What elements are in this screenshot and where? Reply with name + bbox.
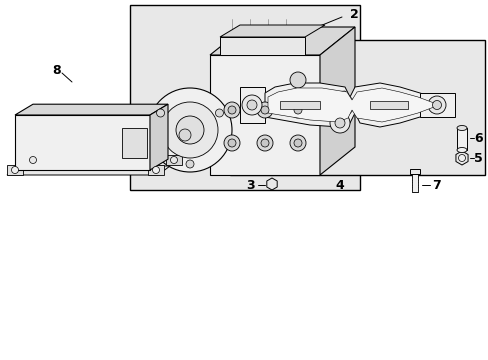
Circle shape bbox=[257, 102, 272, 118]
Circle shape bbox=[261, 106, 268, 114]
Circle shape bbox=[289, 72, 305, 88]
Polygon shape bbox=[264, 83, 439, 127]
Circle shape bbox=[257, 135, 272, 151]
Text: 1: 1 bbox=[103, 105, 112, 118]
Circle shape bbox=[227, 106, 236, 114]
Polygon shape bbox=[319, 27, 354, 175]
Circle shape bbox=[148, 88, 231, 172]
Bar bbox=[25, 155, 41, 165]
Polygon shape bbox=[267, 88, 433, 122]
Text: 7: 7 bbox=[431, 179, 440, 192]
Polygon shape bbox=[274, 91, 354, 119]
Circle shape bbox=[242, 95, 262, 115]
Polygon shape bbox=[266, 178, 277, 190]
Bar bbox=[122, 128, 147, 158]
Polygon shape bbox=[7, 166, 170, 175]
Circle shape bbox=[289, 135, 305, 151]
Circle shape bbox=[427, 96, 445, 114]
Bar bbox=[268, 152, 274, 174]
Polygon shape bbox=[240, 87, 264, 123]
Polygon shape bbox=[15, 104, 168, 115]
Circle shape bbox=[289, 102, 305, 118]
Circle shape bbox=[156, 109, 164, 117]
Text: 4: 4 bbox=[335, 179, 344, 192]
Polygon shape bbox=[455, 151, 467, 165]
Bar bbox=[411, 174, 417, 192]
Bar bbox=[369, 101, 407, 109]
Circle shape bbox=[162, 102, 218, 158]
Polygon shape bbox=[150, 104, 168, 170]
Bar bbox=[7, 165, 23, 175]
Text: 3: 3 bbox=[246, 179, 254, 192]
Circle shape bbox=[224, 102, 240, 118]
Circle shape bbox=[334, 118, 345, 128]
Circle shape bbox=[179, 129, 191, 141]
Bar bbox=[15, 115, 150, 170]
Polygon shape bbox=[419, 93, 454, 117]
Circle shape bbox=[29, 157, 37, 163]
Bar bbox=[130, 5, 359, 190]
Circle shape bbox=[215, 109, 223, 117]
Circle shape bbox=[261, 139, 268, 147]
Circle shape bbox=[176, 116, 203, 144]
Polygon shape bbox=[220, 25, 325, 37]
Polygon shape bbox=[209, 27, 354, 55]
Ellipse shape bbox=[456, 148, 466, 153]
Text: 8: 8 bbox=[53, 63, 61, 77]
Circle shape bbox=[152, 166, 159, 174]
Circle shape bbox=[170, 157, 177, 163]
Text: 2: 2 bbox=[349, 8, 358, 21]
Bar bbox=[280, 101, 319, 109]
Circle shape bbox=[431, 100, 441, 109]
Bar bbox=[220, 37, 305, 55]
Circle shape bbox=[293, 139, 302, 147]
Circle shape bbox=[185, 160, 194, 168]
Bar bbox=[456, 128, 466, 150]
Circle shape bbox=[329, 113, 349, 133]
Bar bbox=[148, 165, 163, 175]
Circle shape bbox=[224, 135, 240, 151]
Text: 6: 6 bbox=[473, 131, 482, 144]
Bar bbox=[165, 155, 182, 165]
Circle shape bbox=[227, 139, 236, 147]
Bar bbox=[209, 55, 319, 175]
Ellipse shape bbox=[456, 126, 466, 131]
Bar bbox=[409, 169, 419, 174]
Circle shape bbox=[458, 154, 465, 162]
Text: 5: 5 bbox=[473, 152, 482, 165]
Circle shape bbox=[246, 100, 257, 110]
Circle shape bbox=[12, 166, 19, 174]
Bar bbox=[229, 40, 484, 175]
Circle shape bbox=[293, 106, 302, 114]
